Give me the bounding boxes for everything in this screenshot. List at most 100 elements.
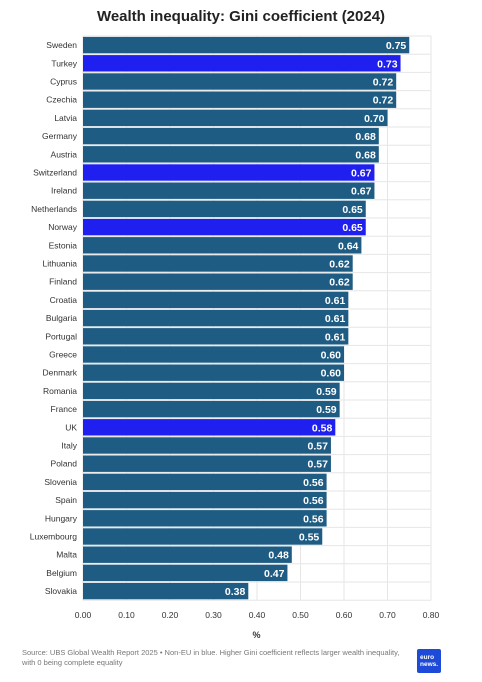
bar-ireland (83, 182, 375, 199)
x-tick-label: 0.00 (75, 610, 92, 620)
value-label: 0.68 (355, 131, 376, 143)
category-label: Croatia (50, 295, 78, 305)
category-label: France (51, 404, 78, 414)
category-label: Turkey (51, 58, 77, 68)
bar-norway (83, 218, 366, 236)
value-label: 0.58 (312, 422, 333, 434)
category-label: Cyprus (50, 77, 77, 87)
bar-belgium (83, 564, 288, 582)
category-label: Lithuania (42, 259, 77, 269)
bar-germany (83, 127, 379, 145)
bar-switzerland (83, 164, 375, 181)
logo-text: euro news. (420, 654, 439, 668)
bar-bulgaria (83, 309, 349, 327)
bar-netherlands (83, 200, 366, 218)
value-label: 0.67 (351, 186, 372, 198)
bar-france (83, 400, 340, 418)
value-label: 0.75 (386, 40, 407, 52)
category-label: Switzerland (33, 168, 77, 178)
bar-luxembourg (83, 528, 323, 545)
category-label: Finland (49, 277, 77, 287)
value-label: 0.59 (316, 386, 337, 398)
bar-spain (83, 491, 327, 509)
value-label: 0.48 (268, 550, 289, 562)
bar-croatia (83, 291, 349, 309)
x-tick-label: 0.50 (292, 610, 309, 620)
bar-slovenia (83, 473, 327, 491)
bar-lithuania (83, 255, 353, 272)
bar-cyprus (83, 73, 397, 90)
category-label: Slovenia (44, 477, 77, 487)
category-label: Hungary (45, 513, 78, 523)
value-label: 0.72 (373, 95, 394, 107)
category-label: Netherlands (31, 204, 77, 214)
bar-greece (83, 346, 344, 363)
value-label: 0.47 (264, 568, 285, 580)
source-note: Source: UBS Global Wealth Report 2025 • … (22, 648, 400, 667)
x-tick-label: 0.40 (249, 610, 266, 620)
bar-hungary (83, 510, 327, 527)
bar-sweden (83, 36, 410, 54)
chart-title: Wealth inequality: Gini coefficient (202… (96, 8, 386, 25)
category-label: Bulgaria (46, 313, 77, 323)
category-label: Slovakia (45, 586, 77, 596)
category-label: Latvia (54, 113, 77, 123)
category-label: Estonia (49, 240, 78, 250)
value-label: 0.72 (373, 77, 394, 89)
category-label: Denmark (43, 368, 78, 378)
category-label: Luxembourg (30, 532, 78, 542)
value-label: 0.56 (303, 513, 324, 525)
x-tick-label: 0.30 (205, 610, 222, 620)
x-tick-label: 0.80 (423, 610, 440, 620)
bar-austria (83, 146, 379, 163)
value-label: 0.59 (316, 404, 337, 416)
x-tick-label: 0.10 (118, 610, 135, 620)
category-label: Germany (42, 131, 78, 141)
value-label: 0.57 (308, 459, 329, 471)
category-label: Poland (51, 459, 78, 469)
x-tick-label: 0.70 (379, 610, 396, 620)
category-label: Malta (56, 550, 77, 560)
bar-slovakia (83, 582, 249, 600)
bar-italy (83, 437, 331, 454)
value-label: 0.64 (338, 240, 359, 252)
value-label: 0.56 (303, 477, 324, 489)
value-label: 0.61 (325, 313, 346, 325)
category-label: Italy (61, 441, 77, 451)
category-label: Greece (49, 350, 77, 360)
category-label: Ireland (51, 186, 77, 196)
value-label: 0.65 (342, 222, 363, 234)
value-label: 0.55 (299, 532, 320, 544)
bar-malta (83, 546, 292, 563)
value-label: 0.57 (308, 441, 329, 453)
value-label: 0.62 (329, 277, 350, 289)
bar-romania (83, 382, 340, 400)
bar-estonia (83, 237, 362, 254)
x-tick-label: 0.20 (162, 610, 179, 620)
value-label: 0.60 (321, 368, 342, 380)
category-label: UK (65, 422, 77, 432)
value-label: 0.73 (377, 58, 398, 70)
bar-czechia (83, 91, 397, 108)
value-label: 0.70 (364, 113, 385, 125)
bar-uk (83, 419, 336, 436)
x-axis-label: % (252, 630, 260, 640)
value-label: 0.65 (342, 204, 363, 216)
value-label: 0.62 (329, 259, 350, 271)
bar-denmark (83, 364, 344, 381)
category-label: Belgium (46, 568, 77, 578)
value-label: 0.61 (325, 295, 346, 307)
category-label: Norway (48, 222, 78, 232)
bar-poland (83, 455, 331, 472)
bar-turkey (83, 55, 401, 72)
category-label: Portugal (45, 331, 77, 341)
value-label: 0.60 (321, 350, 342, 362)
category-label: Sweden (46, 40, 77, 50)
bar-latvia (83, 109, 388, 127)
bar-portugal (83, 328, 349, 345)
value-label: 0.61 (325, 331, 346, 343)
value-label: 0.38 (225, 586, 246, 598)
category-label: Czechia (46, 95, 77, 105)
euronews-logo: euro news. (417, 649, 441, 673)
category-label: Romania (43, 386, 77, 396)
